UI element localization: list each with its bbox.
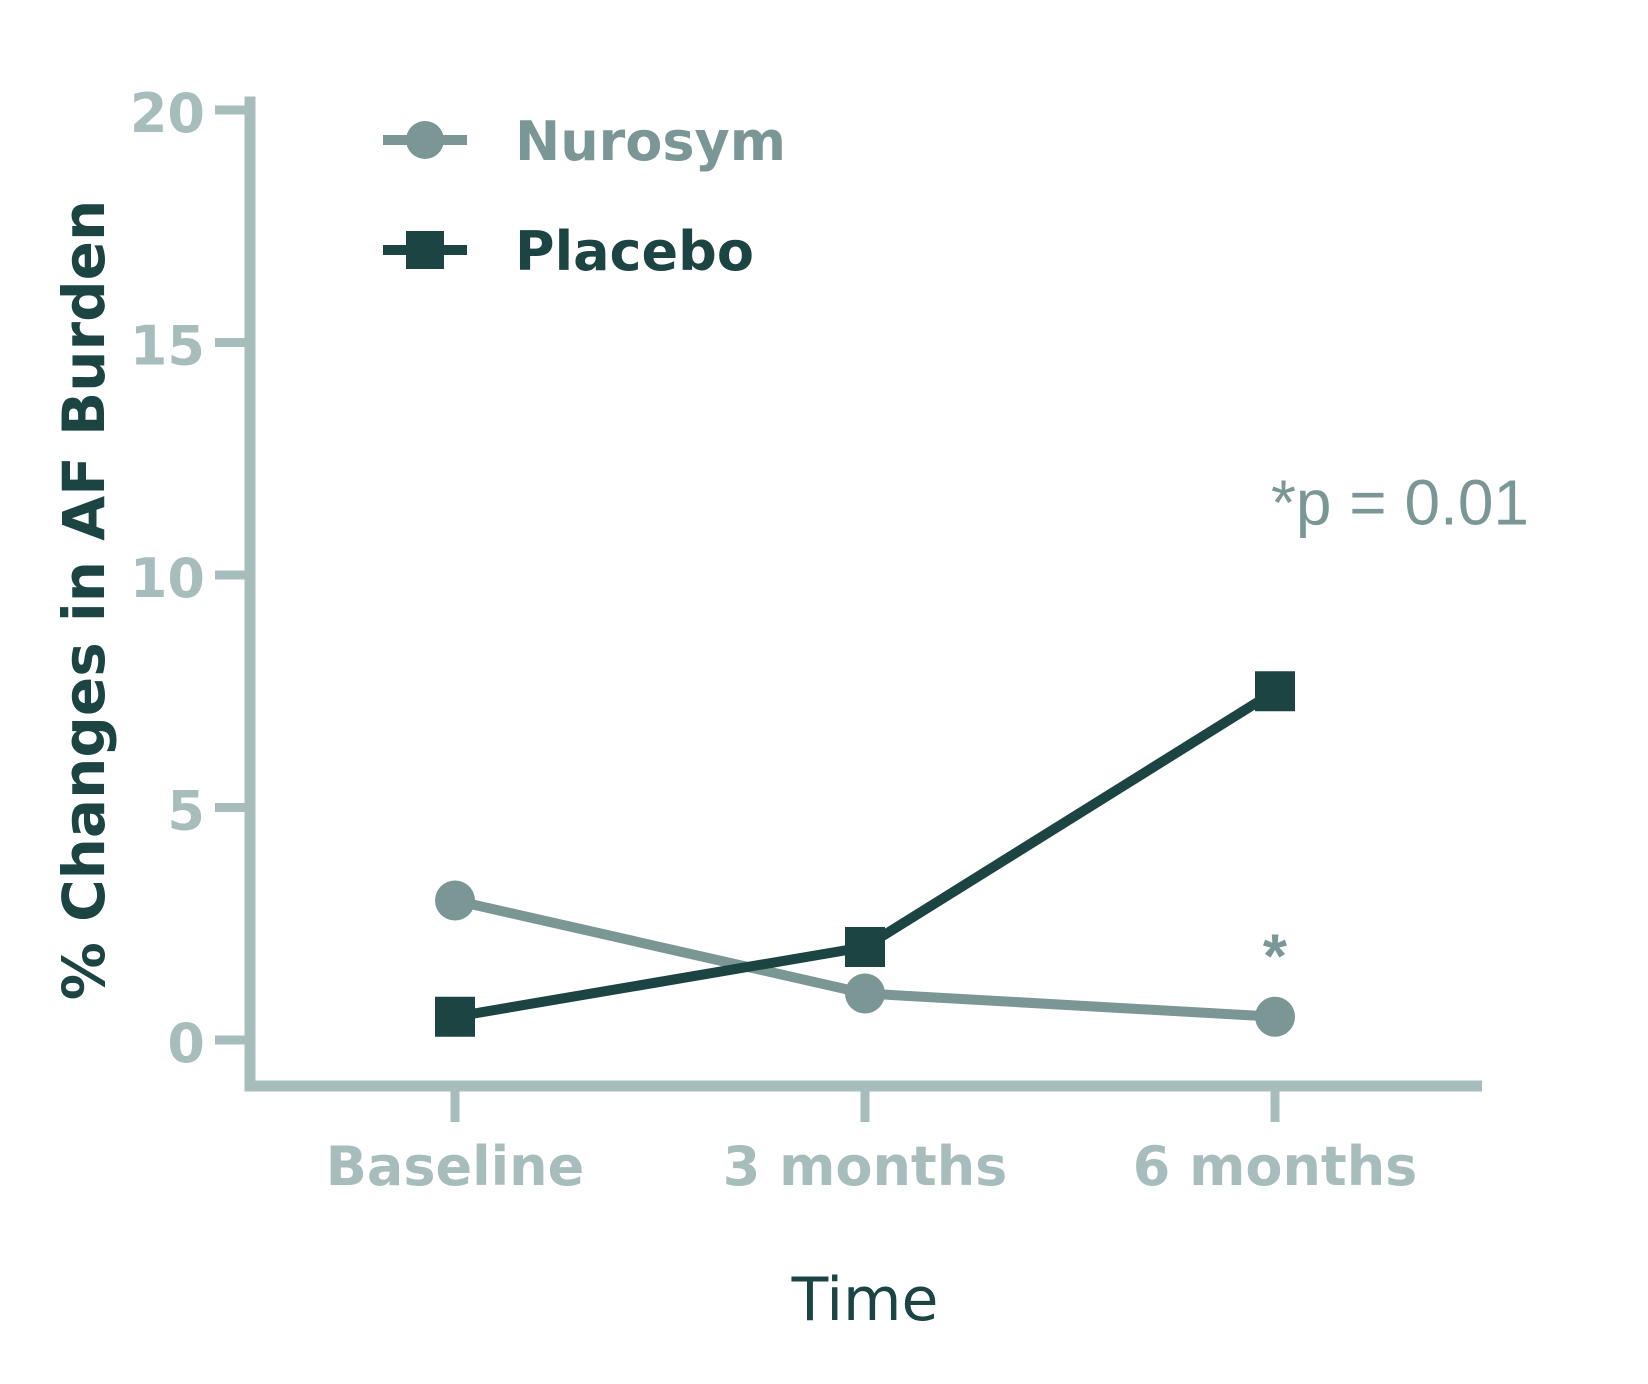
legend: Nurosym Placebo [383, 110, 786, 283]
x-tick-label: 6 months [1133, 1135, 1418, 1198]
legend-item: Nurosym [383, 110, 786, 173]
legend-item: Placebo [383, 220, 754, 283]
data-point [435, 880, 475, 921]
data-point [1255, 671, 1295, 712]
y-tick-label: 15 [130, 315, 205, 378]
y-axis-title: % Changes in AF Burden [50, 200, 118, 1000]
x-tick-label: Baseline [326, 1135, 584, 1198]
legend-marker [406, 231, 444, 269]
data-point [1255, 996, 1295, 1037]
y-tick-label: 10 [130, 547, 205, 610]
series-placebo [435, 671, 1295, 1037]
legend-marker [406, 121, 444, 159]
x-tick-label: 3 months [723, 1135, 1008, 1198]
data-point [845, 927, 885, 967]
legend-label: Placebo [515, 220, 754, 283]
legend-label: Nurosym [515, 110, 786, 173]
series-line [454, 687, 1278, 1022]
annotations: *p = 0.01 * [1263, 467, 1529, 992]
x-axis-title: Time [791, 1265, 939, 1335]
y-tick-label: 0 [167, 1012, 205, 1075]
data-point [845, 973, 885, 1014]
y-ticks: 0 5 10 15 20 [130, 82, 250, 1075]
series-layer [435, 671, 1295, 1037]
x-ticks: Baseline 3 months 6 months [326, 1086, 1418, 1198]
significance-marker: * [1263, 923, 1288, 992]
data-point [435, 996, 475, 1037]
series-nurosym [435, 880, 1295, 1037]
y-tick-label: 20 [130, 82, 205, 145]
p-value-annotation: *p = 0.01 [1271, 467, 1529, 539]
y-tick-label: 5 [167, 780, 205, 843]
